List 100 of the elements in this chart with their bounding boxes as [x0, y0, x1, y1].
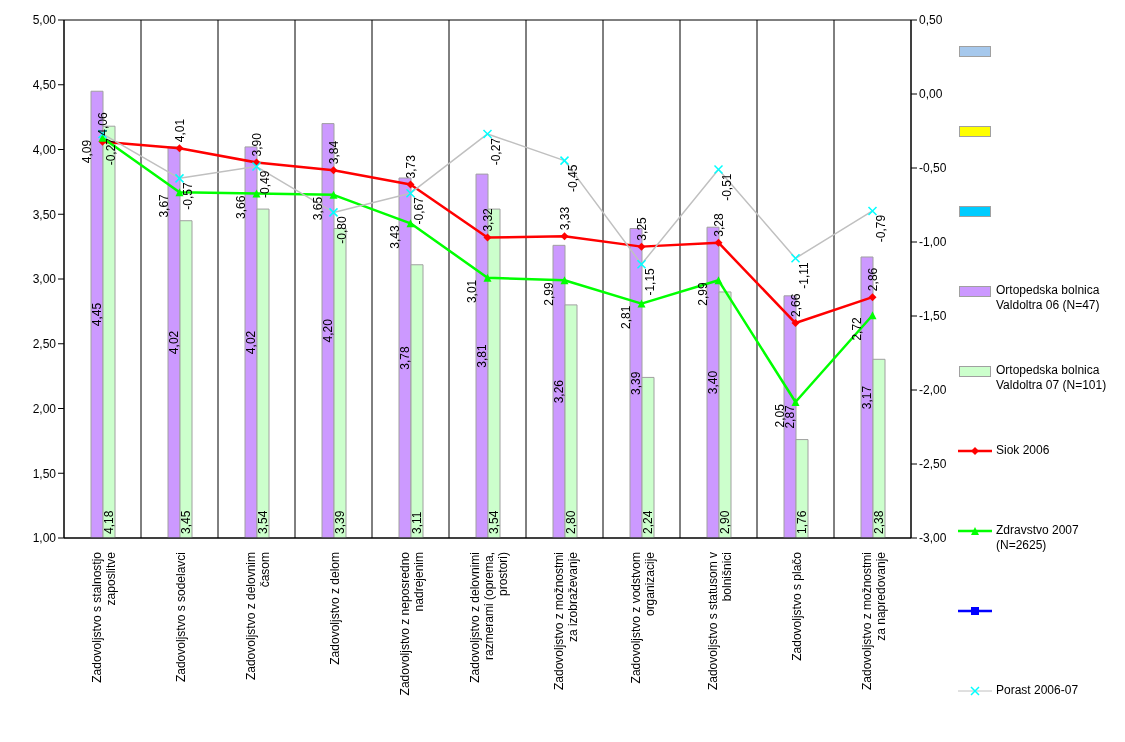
data-label: 3,28: [711, 213, 726, 237]
data-label: 2,86: [865, 267, 880, 292]
data-label: 2,99: [695, 281, 710, 306]
data-label: -0,80: [334, 216, 349, 244]
data-label: 2,80: [564, 510, 578, 534]
y-tick-label: 5,00: [32, 13, 57, 28]
point: [637, 299, 646, 308]
x-tick-label: Zadovoljstvo z delom: [327, 552, 342, 665]
x-tick-label: Zadovoljstvo s statusom v bolnišnici: [705, 552, 734, 691]
data-label: -0,49: [257, 170, 272, 198]
point: [637, 242, 646, 251]
y-tick-label: 4,50: [32, 78, 57, 93]
x-tick-label: Zadovoljstvo z delovnimi razmerami (oprema, prostori): [467, 552, 510, 683]
data-label: 2,81: [618, 305, 633, 329]
point: [251, 161, 262, 172]
y-tick-label: 1,50: [32, 466, 57, 481]
x-tick-label: Zadovoljstvo s sodelavci: [173, 552, 188, 683]
x-tick-label: Zadovoljstvo z delovnim časom: [243, 552, 272, 681]
point: [714, 276, 723, 285]
data-label: 3,81: [475, 344, 489, 368]
data-label: 3,11: [410, 511, 424, 534]
point: [406, 180, 415, 189]
x-tick-label: Zadovoljstvo z neposredno nadrejenim: [397, 551, 426, 696]
data-label: 2,99: [541, 281, 556, 306]
data-label: 3,45: [179, 510, 193, 534]
point: [560, 232, 569, 241]
data-label: 3,78: [398, 345, 412, 370]
point: [714, 238, 723, 247]
y-tick-label: 1,00: [32, 531, 57, 546]
data-label: -0,57: [180, 182, 195, 210]
data-label: 4,09: [79, 139, 94, 164]
data-label: 3,33: [557, 206, 572, 231]
point: [329, 190, 338, 199]
data-label: -0,27: [103, 137, 118, 166]
legend-label: Siok 2006: [996, 443, 1050, 458]
data-label: 4,02: [244, 330, 258, 355]
y2-tick-label: 0,00: [919, 87, 943, 102]
data-label: 3,84: [326, 140, 341, 165]
data-label: 3,39: [629, 371, 643, 395]
data-label: 4,45: [90, 302, 104, 327]
data-label: -0,79: [873, 214, 888, 243]
y-tick-label: 3,50: [32, 207, 57, 222]
data-label: 3,40: [706, 370, 720, 395]
point: [867, 206, 878, 216]
y2-tick-label: -3,00: [919, 531, 947, 546]
legend-label: Porast 2006-07: [996, 683, 1079, 698]
data-label: -0,27: [488, 137, 503, 166]
legend-label: Ortopedska bolnica Valdoltra 06 (N=47): [996, 283, 1101, 313]
data-label: 4,20: [321, 318, 335, 343]
y-tick-label: 2,50: [32, 337, 57, 352]
y-tick-label: 2,00: [32, 401, 57, 416]
point: [790, 253, 801, 264]
data-label: 2,72: [849, 316, 864, 341]
data-label: 3,66: [233, 195, 248, 219]
y2-tick-label: 0,50: [919, 13, 943, 28]
data-label: 3,43: [387, 224, 402, 249]
data-label: 2,05: [772, 403, 787, 428]
data-label: 2,38: [872, 510, 886, 534]
data-label: 4,01: [172, 118, 187, 143]
point: [174, 173, 185, 184]
data-label: 2,66: [788, 293, 803, 318]
data-label: 3,54: [256, 510, 270, 534]
data-label: 3,17: [860, 385, 874, 410]
point: [868, 311, 877, 320]
point: [713, 164, 724, 175]
data-label: 3,65: [310, 196, 325, 221]
y2-tick-label: -2,00: [919, 383, 947, 398]
x-tick-label: Zadovoljstvo s stalnostjo zaposlitve: [89, 551, 118, 683]
y2-tick-label: -1,00: [919, 235, 947, 250]
data-label: 3,32: [480, 207, 495, 232]
data-label: -1,15: [642, 267, 657, 296]
point: [483, 233, 492, 242]
data-label: 3,39: [333, 510, 347, 534]
point: [868, 293, 877, 302]
data-label: -0,51: [719, 173, 734, 201]
x-tick-label: Zadovoljstvo s plačo: [789, 551, 804, 661]
point: [483, 273, 492, 282]
data-label: 3,54: [487, 510, 501, 534]
point: [791, 319, 800, 328]
data-label: 3,26: [552, 379, 566, 404]
y2-tick-label: -2,50: [919, 457, 947, 472]
data-label: 3,01: [464, 279, 479, 304]
point: [329, 166, 338, 175]
data-label: -1,11: [796, 261, 811, 289]
data-label: 2,24: [641, 510, 655, 534]
point: [175, 144, 184, 153]
point: [405, 188, 416, 198]
data-label: 4,06: [95, 112, 110, 136]
data-label: 3,73: [403, 154, 418, 179]
point: [791, 398, 800, 407]
y-tick-label: 4,00: [32, 142, 57, 157]
data-label: 4,18: [102, 510, 116, 534]
point: [636, 259, 647, 269]
y2-tick-label: -0,50: [919, 161, 947, 176]
point: [560, 276, 569, 285]
data-label: 3,90: [249, 132, 264, 157]
point: [559, 155, 570, 166]
data-label: -0,45: [565, 164, 580, 192]
y-tick-label: 3,00: [32, 272, 57, 287]
data-label: 1,76: [795, 510, 809, 534]
